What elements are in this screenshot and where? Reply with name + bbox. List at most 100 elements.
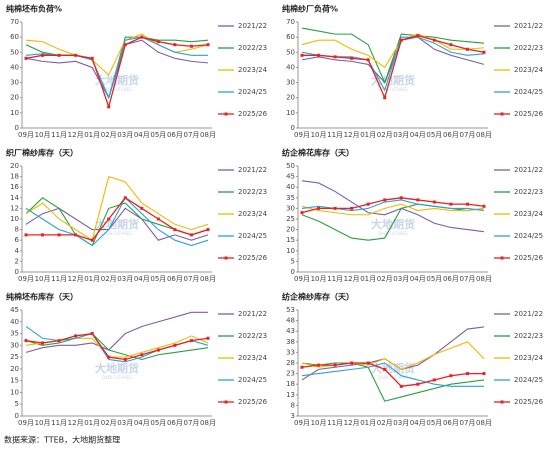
- y-tick-label: 6: [15, 236, 20, 244]
- marker: [90, 238, 94, 242]
- x-tick-label: 01月: [360, 131, 376, 139]
- marker: [123, 357, 127, 361]
- watermark-sub: DADI FUTURES: [378, 231, 408, 236]
- watermark-sub: DADI FUTURES: [102, 375, 132, 380]
- x-tick-label: 02月: [377, 131, 393, 139]
- y-tick-label: 30: [286, 79, 295, 87]
- y-tick-label: 0: [291, 268, 295, 276]
- marker: [366, 361, 370, 365]
- marker: [399, 196, 403, 200]
- marker: [57, 233, 61, 237]
- x-tick-label: 09月: [18, 275, 34, 283]
- marker: [74, 334, 78, 338]
- series-line: [25, 196, 209, 247]
- marker: [482, 50, 486, 54]
- y-tick-label: 8: [291, 401, 295, 409]
- y-tick-label: 30: [10, 79, 19, 87]
- series-line: [25, 207, 209, 241]
- marker: [140, 206, 144, 210]
- marker: [24, 233, 28, 237]
- x-tick-label: 02月: [377, 275, 393, 283]
- legend-marker: [500, 112, 504, 116]
- y-tick-label: 40: [286, 183, 295, 191]
- x-tick-label: 08月: [200, 131, 216, 139]
- y-tick-label: 70: [286, 18, 295, 26]
- y-tick-label: 0: [15, 268, 19, 276]
- legend-label: 2022/23: [238, 332, 267, 340]
- x-tick-label: 11月: [51, 275, 67, 283]
- marker: [432, 38, 436, 42]
- marker: [465, 202, 469, 206]
- y-tick-label: 4: [15, 247, 20, 255]
- legend-label: 2021/22: [238, 310, 267, 318]
- chart-title: 织厂棉纱库存（天）: [6, 148, 78, 158]
- chart-title: 纯棉坯布负荷%: [6, 4, 62, 14]
- y-tick-label: 33: [286, 348, 295, 356]
- marker: [416, 198, 420, 202]
- y-tick-label: 0: [15, 412, 19, 420]
- y-tick-label: 70: [10, 18, 19, 26]
- chart-title: 纺企棉纱库存（天）: [282, 292, 354, 302]
- marker: [173, 343, 177, 347]
- x-tick-label: 07月: [183, 131, 199, 139]
- legend-label: 2022/23: [238, 188, 267, 196]
- legend-marker: [500, 256, 504, 260]
- marker: [317, 206, 321, 210]
- marker: [206, 43, 210, 47]
- x-tick-label: 05月: [426, 419, 442, 427]
- x-tick-label: 10月: [35, 419, 51, 427]
- x-tick-label: 06月: [443, 419, 459, 427]
- y-tick-label: 20: [286, 94, 295, 102]
- marker: [449, 202, 453, 206]
- x-tick-label: 09月: [18, 131, 34, 139]
- y-tick-label: 10: [10, 215, 19, 223]
- y-tick-label: 18: [10, 173, 19, 181]
- x-tick-label: 11月: [51, 419, 67, 427]
- y-tick-label: 15: [286, 236, 295, 244]
- y-tick-label: 13: [286, 391, 295, 399]
- x-tick-label: 12月: [344, 419, 360, 427]
- x-tick-label: 06月: [167, 419, 183, 427]
- x-tick-label: 05月: [150, 419, 166, 427]
- y-tick-label: 10: [286, 247, 295, 255]
- x-tick-label: 09月: [18, 419, 34, 427]
- x-tick-label: 07月: [459, 275, 475, 283]
- marker: [449, 43, 453, 47]
- marker: [416, 382, 420, 386]
- marker: [41, 233, 45, 237]
- chart-title: 纯棉纱厂负荷%: [282, 4, 338, 14]
- y-tick-label: 28: [286, 359, 295, 367]
- x-tick-label: 03月: [117, 419, 133, 427]
- x-tick-label: 03月: [117, 131, 133, 139]
- marker: [41, 53, 45, 57]
- marker: [107, 105, 111, 109]
- marker: [189, 233, 193, 237]
- x-tick-label: 10月: [311, 275, 327, 283]
- legend-label: 2025/26: [238, 398, 268, 406]
- legend-marker: [224, 112, 228, 116]
- marker: [140, 35, 144, 39]
- source-note: 数据来源：TTEB，大地期货整理: [4, 435, 120, 445]
- y-tick-label: 30: [286, 204, 295, 212]
- y-tick-label: 30: [10, 341, 19, 349]
- y-tick-label: 5: [15, 400, 19, 408]
- y-tick-label: 50: [10, 48, 19, 56]
- x-tick-label: 05月: [426, 131, 442, 139]
- series-line: [301, 362, 484, 388]
- series-line: [302, 34, 485, 100]
- series-line: [301, 180, 485, 233]
- legend-marker: [224, 256, 228, 260]
- legend-label: 2021/22: [514, 22, 543, 30]
- x-tick-label: 01月: [360, 419, 376, 427]
- marker: [465, 47, 469, 51]
- x-tick-label: 12月: [68, 131, 84, 139]
- marker: [189, 339, 193, 343]
- x-tick-label: 01月: [84, 419, 100, 427]
- x-tick-label: 04月: [410, 131, 426, 139]
- legend-label: 2025/26: [238, 254, 268, 262]
- legend-label: 2021/22: [238, 166, 267, 174]
- legend-label: 2022/23: [238, 44, 267, 52]
- marker: [140, 353, 144, 357]
- marker: [399, 38, 403, 42]
